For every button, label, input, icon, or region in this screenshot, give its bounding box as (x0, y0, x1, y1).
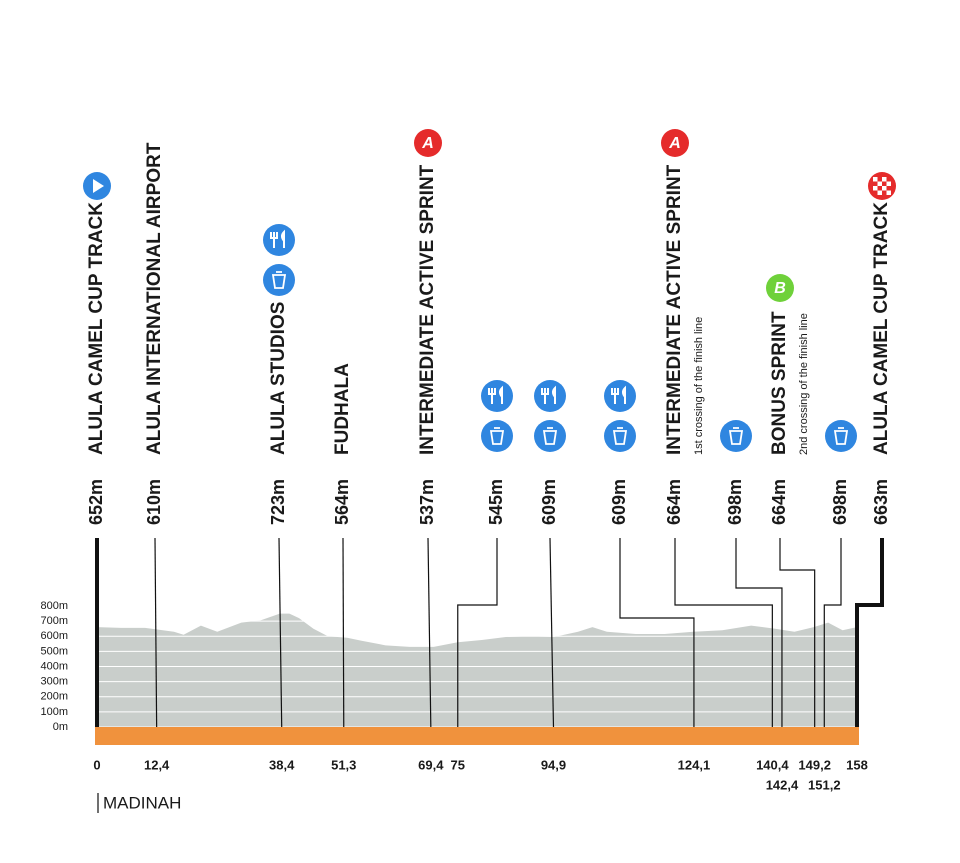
trash-symbol (728, 427, 744, 445)
road (95, 727, 859, 745)
finish-check (873, 177, 878, 182)
finish-check (886, 181, 891, 186)
marker-line (457, 538, 498, 727)
marker-name: ALULA INTERNATIONAL AIRPORT (144, 142, 165, 455)
marker-name: ALULA STUDIOS (268, 302, 289, 455)
marker-altitude: 698m (725, 479, 745, 525)
food-icon (263, 224, 295, 256)
x-tick-label: 140,4 (756, 757, 789, 772)
x-tick-label: 75 (451, 757, 465, 772)
food-icon (481, 380, 513, 412)
y-tick-label: 700m (40, 615, 68, 627)
trash-symbol (833, 427, 849, 445)
y-tick-label: 600m (40, 630, 68, 642)
trash-icon (825, 420, 857, 452)
x-tick-label: 69,4 (418, 757, 444, 772)
marker-note: 1st crossing of the finish line (693, 317, 705, 455)
badge-label: A (668, 135, 681, 152)
marker-line (278, 537, 283, 728)
trash-symbol (542, 427, 558, 445)
y-tick-label: 0m (53, 721, 68, 733)
marker-altitude: 545m (486, 479, 506, 525)
marker-line (735, 538, 783, 727)
marker-altitude: 610m (144, 479, 164, 525)
trash-symbol (271, 271, 287, 289)
badge-label: A (421, 135, 434, 152)
marker-name: BONUS SPRINT (769, 311, 790, 455)
marker-altitude: 723m (268, 479, 288, 525)
x-tick-label: 151,2 (808, 777, 841, 792)
marker-line (779, 538, 816, 727)
food-icon (604, 380, 636, 412)
badge-icon (661, 129, 689, 157)
marker-name: FUDHALA (332, 363, 353, 455)
marker-line (549, 537, 555, 728)
y-tick-label: 500m (40, 645, 68, 657)
food-symbol (541, 385, 556, 404)
food-icon (534, 380, 566, 412)
food-symbol (270, 229, 285, 248)
x-tick-label: 149,2 (798, 757, 831, 772)
x-tick-label: 142,4 (766, 777, 799, 792)
marker-altitude: 564m (332, 479, 352, 525)
start-icon-arrow (93, 179, 104, 193)
y-tick-label: 800m (40, 600, 68, 612)
trash-icon (263, 264, 295, 296)
city-label: MADINAH (103, 793, 181, 812)
marker-name: ALULA CAMEL CUP TRACK (86, 202, 107, 455)
y-tick-label: 200m (40, 691, 68, 703)
marker-line (674, 538, 773, 727)
x-tick-label: 38,4 (269, 757, 295, 772)
trash-icon (720, 420, 752, 452)
badge-icon (414, 129, 442, 157)
food-symbol (488, 385, 503, 404)
y-tick-label: 300m (40, 676, 68, 688)
marker-altitude: 652m (86, 479, 106, 525)
marker-name: INTERMEDIATE ACTIVE SPRINT (664, 164, 685, 455)
badge-icon (766, 274, 794, 302)
marker-line (342, 537, 345, 728)
x-tick-label: 12,4 (144, 757, 170, 772)
marker-altitude: 664m (664, 479, 684, 525)
y-tick-label: 400m (40, 660, 68, 672)
x-tick-label: 124,1 (678, 757, 711, 772)
trash-symbol (489, 427, 505, 445)
trash-icon (604, 420, 636, 452)
trash-icon (534, 420, 566, 452)
y-tick-label: 100m (40, 706, 68, 718)
x-tick-label: 51,3 (331, 757, 356, 772)
finish-check (877, 181, 882, 186)
finish-check (882, 177, 887, 182)
marker-line (855, 538, 884, 727)
trash-icon (481, 420, 513, 452)
trash-symbol (612, 427, 628, 445)
finish-check (886, 190, 891, 195)
marker-line (427, 537, 432, 728)
finish-check (873, 186, 878, 191)
marker-altitude: 664m (769, 479, 789, 525)
food-symbol (611, 385, 626, 404)
marker-line (619, 538, 695, 727)
x-tick-label: 158 (846, 757, 868, 772)
marker-altitude: 698m (830, 479, 850, 525)
finish-check (882, 186, 887, 191)
marker-name: ALULA CAMEL CUP TRACK (871, 202, 892, 455)
marker-line (154, 537, 158, 728)
finish-check (877, 190, 882, 195)
marker-altitude: 663m (871, 479, 891, 525)
marker-note: 2nd crossing of the finish line (798, 313, 810, 455)
x-tick-label: 94,9 (541, 757, 566, 772)
marker-line (823, 538, 842, 727)
marker-altitude: 609m (539, 479, 559, 525)
marker-name: INTERMEDIATE ACTIVE SPRINT (417, 164, 438, 455)
marker-altitude: 537m (417, 479, 437, 525)
x-tick-label: 0 (93, 757, 100, 772)
elevation-area (97, 613, 857, 727)
marker-altitude: 609m (609, 479, 629, 525)
badge-label: B (774, 280, 786, 297)
